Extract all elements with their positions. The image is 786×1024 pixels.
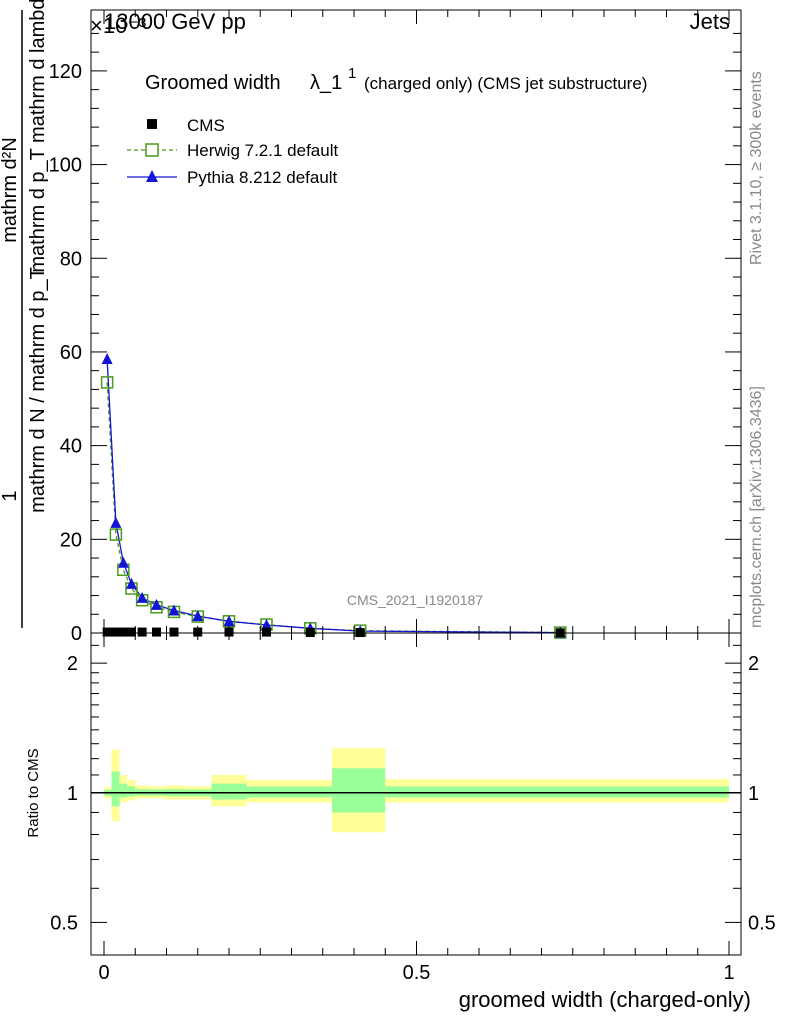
- cms-point: [169, 627, 179, 637]
- cms-point: [127, 627, 136, 637]
- ylabel-top-num: 1: [0, 490, 21, 501]
- pythia-point: [168, 604, 180, 616]
- ratio-ytick-label: 2: [67, 653, 78, 675]
- pythia-point: [261, 619, 272, 631]
- pythia-point: [223, 615, 235, 627]
- ratio-ytick-label-right: 1: [748, 783, 759, 805]
- herwig-point: [100, 376, 114, 389]
- process-label: Jets: [690, 9, 730, 34]
- ytick-label: 100: [49, 155, 82, 177]
- legend-cms-marker: [147, 119, 157, 129]
- ratio-band-inner: [385, 786, 729, 798]
- main-ylabel: 1 mathrm d N / mathrm d p_T mathrm d²N m…: [0, 0, 49, 628]
- main-plot-marks: [100, 352, 567, 639]
- ylabel-num: mathrm d²N: [0, 137, 21, 243]
- title-sup: 1: [348, 65, 356, 82]
- pythia-point: [110, 516, 122, 528]
- pythia-point: [101, 352, 113, 364]
- pythia-point: [192, 610, 204, 622]
- legend-pythia-marker: [146, 170, 158, 182]
- ytick-label: 0: [71, 623, 82, 645]
- ratio-ytick-label-right: 0.5: [748, 912, 776, 934]
- rivet-label: Rivet 3.1.10, ≥ 300k events: [748, 71, 765, 265]
- ratio-ytick-label: 0.5: [50, 912, 78, 934]
- cms-point: [262, 627, 271, 637]
- ytick-label: 20: [60, 529, 82, 551]
- title-suffix: (charged only) (CMS jet substructure): [364, 74, 647, 93]
- ratio-ylabel: Ratio to CMS: [25, 748, 42, 837]
- pythia-line: [106, 358, 561, 634]
- legend-pythia-label: Pythia 8.212 default: [187, 168, 338, 187]
- legend-herwig-label: Herwig 7.2.1 default: [187, 141, 338, 160]
- ratio-ytick-label: 1: [67, 783, 78, 805]
- ytick-label: 40: [60, 436, 82, 458]
- ratio-ytick-label-right: 2: [748, 653, 759, 675]
- legend-herwig-marker: [145, 143, 159, 157]
- xlabel: groomed width (charged-only): [459, 987, 751, 1012]
- chart-title: Groomed width λ_1 1 (charged only) (CMS …: [145, 65, 647, 94]
- xtick-label: 0.5: [403, 962, 431, 984]
- axes-ticks: 0 0.5 1 0 20 40 60 80 100 120 0.5 0.5 1 1 2 2: [49, 10, 776, 984]
- ratio-band-inner: [127, 786, 136, 797]
- pythia-point: [136, 591, 148, 603]
- energy-label: 13000 GeV pp: [104, 9, 246, 34]
- cms-point: [111, 627, 121, 637]
- analysis-watermark: CMS_2021_I1920187: [347, 592, 483, 608]
- ytick-label: 60: [60, 342, 82, 364]
- cms-point: [137, 627, 147, 637]
- ratio-plot-marks: [91, 748, 741, 833]
- legend: CMS Herwig 7.2.1 default Pythia 8.212 de…: [127, 116, 338, 187]
- legend-cms-label: CMS: [187, 116, 225, 135]
- ratio-band-inner: [332, 768, 386, 813]
- xtick-label: 1: [723, 962, 734, 984]
- ratio-band-inner: [211, 783, 247, 800]
- ratio-band-inner: [246, 786, 287, 798]
- cms-point: [102, 627, 112, 637]
- cms-point: [152, 627, 161, 637]
- cms-point: [118, 627, 128, 637]
- mcplots-label: mcplots.cern.ch [arXiv:1306.3436]: [748, 386, 765, 628]
- ylabel-top-den: mathrm d N / mathrm d p_T: [27, 267, 49, 513]
- exponent-label: ×10⁻³: [90, 13, 146, 38]
- ratio-band-inner: [119, 783, 128, 798]
- ytick-label: 80: [60, 248, 82, 270]
- ratio-band-inner: [286, 786, 333, 798]
- pythia-point: [126, 577, 137, 589]
- ylabel-den: mathrm d p_T mathrm d lambda: [27, 0, 49, 273]
- title-main: Groomed width: [145, 72, 281, 94]
- ratio-band-inner: [111, 771, 120, 807]
- main-plot-frame: [90, 9, 742, 634]
- pythia-point: [151, 598, 162, 610]
- herwig-line: [106, 382, 561, 634]
- xtick-label: 0: [98, 962, 109, 984]
- title-lambda: λ_1: [310, 72, 342, 94]
- pythia-point: [117, 556, 129, 568]
- ytick-label: 120: [49, 61, 82, 83]
- herwig-point: [109, 528, 123, 541]
